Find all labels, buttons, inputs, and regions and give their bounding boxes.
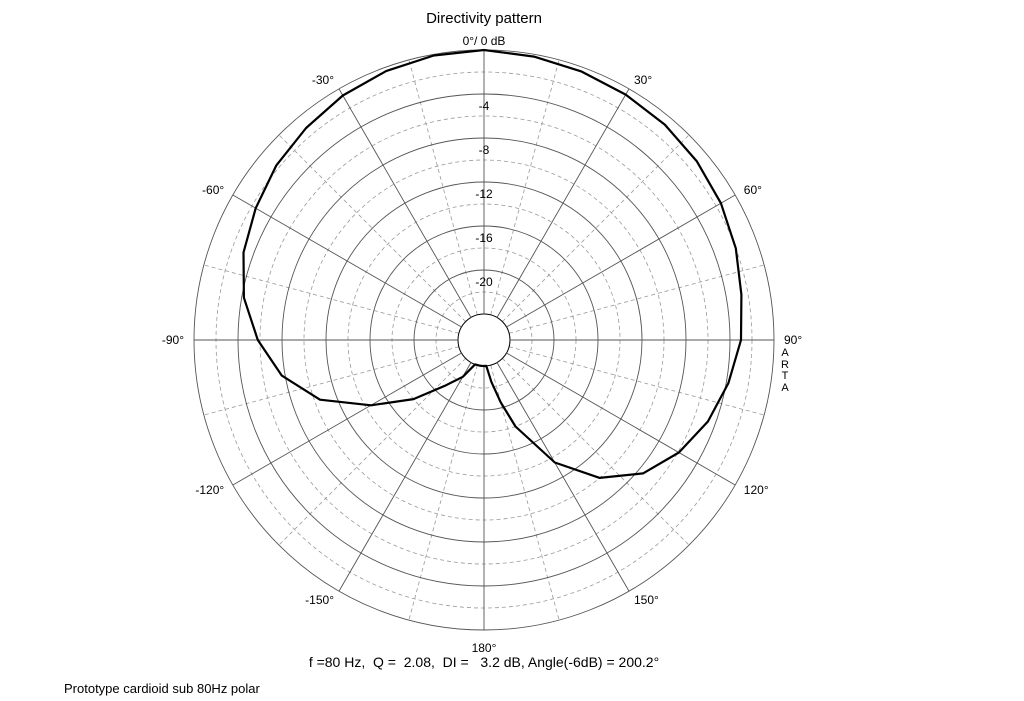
arta-watermark: ARTA xyxy=(781,347,789,394)
radial-axis-label: 0°/ 0 dB xyxy=(463,34,506,48)
radial-tick-label: -16 xyxy=(475,231,493,245)
angle-tick-label: -30° xyxy=(312,73,334,87)
angle-tick-label: -90° xyxy=(162,333,184,347)
major-grid-spoke xyxy=(232,194,462,328)
major-grid-spoke xyxy=(338,362,472,592)
angle-tick-label: 30° xyxy=(634,73,652,87)
major-grid-spoke xyxy=(496,362,630,592)
series-group xyxy=(242,48,743,479)
angle-tick-label: 120° xyxy=(744,483,769,497)
angle-tick-label: -60° xyxy=(202,183,224,197)
major-grid xyxy=(193,49,775,631)
radial-tick-label: -8 xyxy=(479,143,490,157)
polar-response-curve xyxy=(242,48,743,479)
chart-caption: Prototype cardioid sub 80Hz polar xyxy=(64,681,260,696)
angle-tick-label: 60° xyxy=(744,183,762,197)
chart-title: Directivity pattern xyxy=(426,10,542,27)
angle-tick-label: 150° xyxy=(634,593,659,607)
angle-tick-label: 180° xyxy=(472,641,497,655)
angle-tick-label: -120° xyxy=(195,483,224,497)
major-grid-spoke xyxy=(338,88,472,318)
radial-tick-label: -12 xyxy=(475,187,493,201)
radial-tick-label: -4 xyxy=(479,99,490,113)
major-grid-spoke xyxy=(506,194,736,328)
center-circle xyxy=(457,313,511,367)
major-grid-spoke xyxy=(506,352,736,486)
major-grid-spoke xyxy=(496,88,630,318)
angle-tick-label: 90° xyxy=(784,333,802,347)
radial-labels: -4 -8 -12 -16 -20 xyxy=(475,99,493,289)
radial-tick-label: -20 xyxy=(475,275,493,289)
measurement-info: f =80 Hz, Q = 2.08, DI = 3.2 dB, Angle(-… xyxy=(308,654,660,670)
angle-labels: 30° 60° 90° 120° 150° 180° -150° -120° -90° -60° -… xyxy=(162,73,803,655)
major-grid-spoke xyxy=(232,352,462,486)
angle-tick-label: -150° xyxy=(305,593,334,607)
